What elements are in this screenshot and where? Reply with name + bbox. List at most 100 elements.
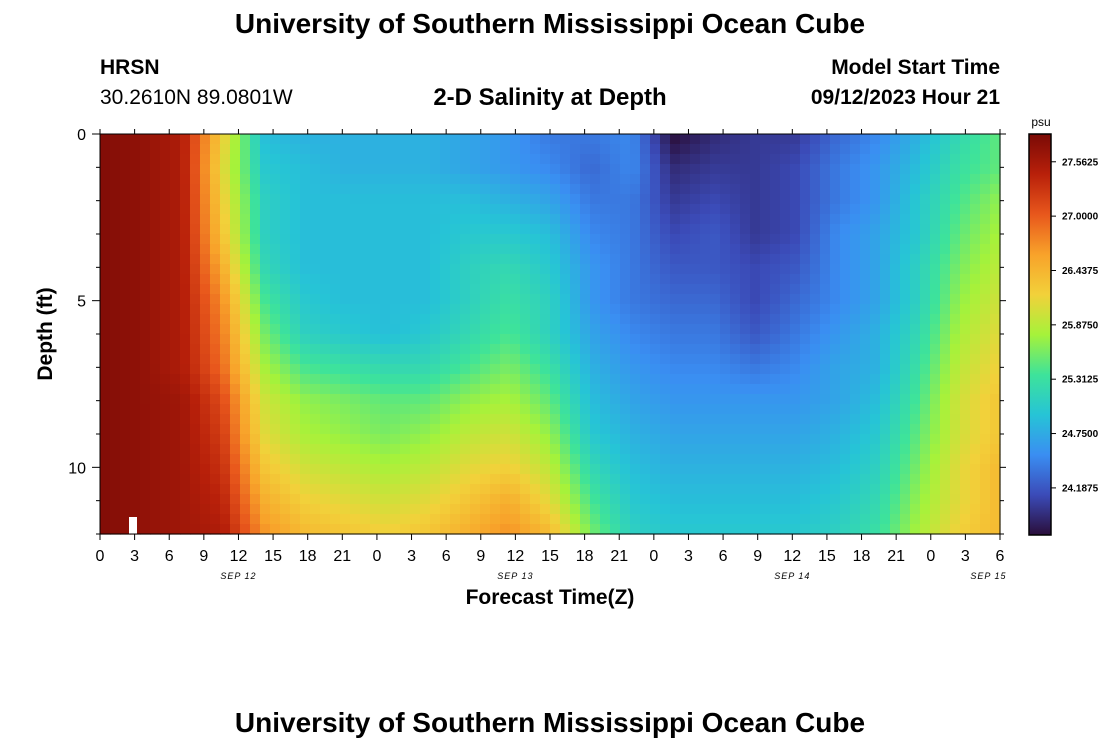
heatmap-cell bbox=[830, 474, 841, 485]
heatmap-cell bbox=[750, 254, 761, 265]
heatmap-cell bbox=[340, 464, 351, 475]
heatmap-cell bbox=[220, 334, 231, 345]
heatmap-cell bbox=[210, 274, 221, 285]
heatmap-cell bbox=[660, 424, 671, 435]
heatmap-cell bbox=[490, 164, 501, 175]
heatmap-cell bbox=[870, 204, 881, 215]
heatmap-cell bbox=[810, 194, 821, 205]
heatmap-cell bbox=[930, 504, 941, 515]
heatmap-cell bbox=[960, 214, 971, 225]
heatmap-cell bbox=[850, 374, 861, 385]
heatmap-cell bbox=[720, 214, 731, 225]
heatmap-cell bbox=[720, 244, 731, 255]
heatmap-cell bbox=[420, 284, 431, 295]
heatmap-cell bbox=[890, 514, 901, 525]
heatmap-cell bbox=[810, 424, 821, 435]
heatmap-cell bbox=[480, 244, 491, 255]
heatmap-cell bbox=[450, 514, 461, 525]
heatmap-cell bbox=[320, 504, 331, 515]
heatmap-cell bbox=[110, 214, 121, 225]
heatmap-cell bbox=[990, 394, 1001, 405]
heatmap-cell bbox=[260, 504, 271, 515]
heatmap-cell bbox=[980, 524, 991, 535]
heatmap-cell bbox=[400, 294, 411, 305]
heatmap-cell bbox=[400, 384, 411, 395]
heatmap-cell bbox=[260, 344, 271, 355]
heatmap-cell bbox=[240, 264, 251, 275]
heatmap-cell bbox=[220, 424, 231, 435]
heatmap-cell bbox=[860, 324, 871, 335]
heatmap-cell bbox=[900, 474, 911, 485]
heatmap-cell bbox=[500, 304, 511, 315]
chart-subtitle: 2-D Salinity at Depth bbox=[433, 84, 667, 111]
heatmap-cell bbox=[960, 484, 971, 495]
heatmap-cell bbox=[760, 284, 771, 295]
heatmap-cell bbox=[880, 354, 891, 365]
heatmap-cell bbox=[430, 194, 441, 205]
heatmap-cell bbox=[360, 144, 371, 155]
heatmap-cell bbox=[410, 184, 421, 195]
heatmap-cell bbox=[290, 174, 301, 185]
heatmap-cell bbox=[260, 304, 271, 315]
heatmap-cell bbox=[960, 324, 971, 335]
heatmap-cell bbox=[820, 134, 831, 145]
heatmap-cell bbox=[560, 324, 571, 335]
heatmap-cell bbox=[240, 364, 251, 375]
heatmap-cell bbox=[490, 284, 501, 295]
heatmap-cell bbox=[640, 284, 651, 295]
heatmap-cell bbox=[960, 474, 971, 485]
heatmap-cell bbox=[260, 214, 271, 225]
heatmap-cell bbox=[110, 324, 121, 335]
heatmap-cell bbox=[520, 454, 531, 465]
heatmap-cell bbox=[550, 444, 561, 455]
heatmap-cell bbox=[450, 354, 461, 365]
heatmap-cell bbox=[600, 424, 611, 435]
heatmap-cell bbox=[760, 474, 771, 485]
heatmap-cell bbox=[790, 154, 801, 165]
heatmap-cell bbox=[450, 174, 461, 185]
date-label: SEP 13 bbox=[497, 571, 533, 581]
heatmap-cell bbox=[160, 414, 171, 425]
heatmap-cell bbox=[340, 304, 351, 315]
heatmap-cell bbox=[850, 214, 861, 225]
heatmap-cell bbox=[160, 474, 171, 485]
heatmap-cell bbox=[520, 484, 531, 495]
heatmap-cell bbox=[690, 484, 701, 495]
heatmap-cell bbox=[330, 204, 341, 215]
x-tick-label: 21 bbox=[610, 548, 628, 565]
heatmap-cell bbox=[340, 264, 351, 275]
heatmap-cell bbox=[780, 314, 791, 325]
heatmap-cell bbox=[470, 284, 481, 295]
heatmap-cell bbox=[580, 374, 591, 385]
heatmap-cell bbox=[780, 384, 791, 395]
heatmap-cell bbox=[790, 204, 801, 215]
heatmap-cell bbox=[570, 364, 581, 375]
heatmap-cell bbox=[700, 314, 711, 325]
heatmap-cell bbox=[640, 134, 651, 145]
heatmap-cell bbox=[790, 374, 801, 385]
heatmap-cell bbox=[530, 364, 541, 375]
heatmap-cell bbox=[170, 324, 181, 335]
heatmap-cell bbox=[900, 294, 911, 305]
heatmap-cell bbox=[490, 204, 501, 215]
heatmap-cell bbox=[880, 264, 891, 275]
heatmap-cell bbox=[800, 364, 811, 375]
heatmap-cell bbox=[860, 334, 871, 345]
heatmap-cell bbox=[310, 304, 321, 315]
heatmap-cell bbox=[930, 344, 941, 355]
heatmap-cell bbox=[650, 484, 661, 495]
heatmap-cell bbox=[690, 144, 701, 155]
heatmap-cell bbox=[870, 494, 881, 505]
heatmap-cell bbox=[440, 314, 451, 325]
heatmap-cell bbox=[860, 304, 871, 315]
heatmap-cell bbox=[470, 294, 481, 305]
heatmap-cell bbox=[180, 484, 191, 495]
heatmap-cell bbox=[930, 284, 941, 295]
heatmap-cell bbox=[880, 524, 891, 535]
heatmap-cell bbox=[940, 264, 951, 275]
heatmap-cell bbox=[700, 384, 711, 395]
heatmap-cell bbox=[530, 194, 541, 205]
heatmap-cell bbox=[680, 424, 691, 435]
heatmap-cell bbox=[660, 474, 671, 485]
heatmap-cell bbox=[340, 154, 351, 165]
